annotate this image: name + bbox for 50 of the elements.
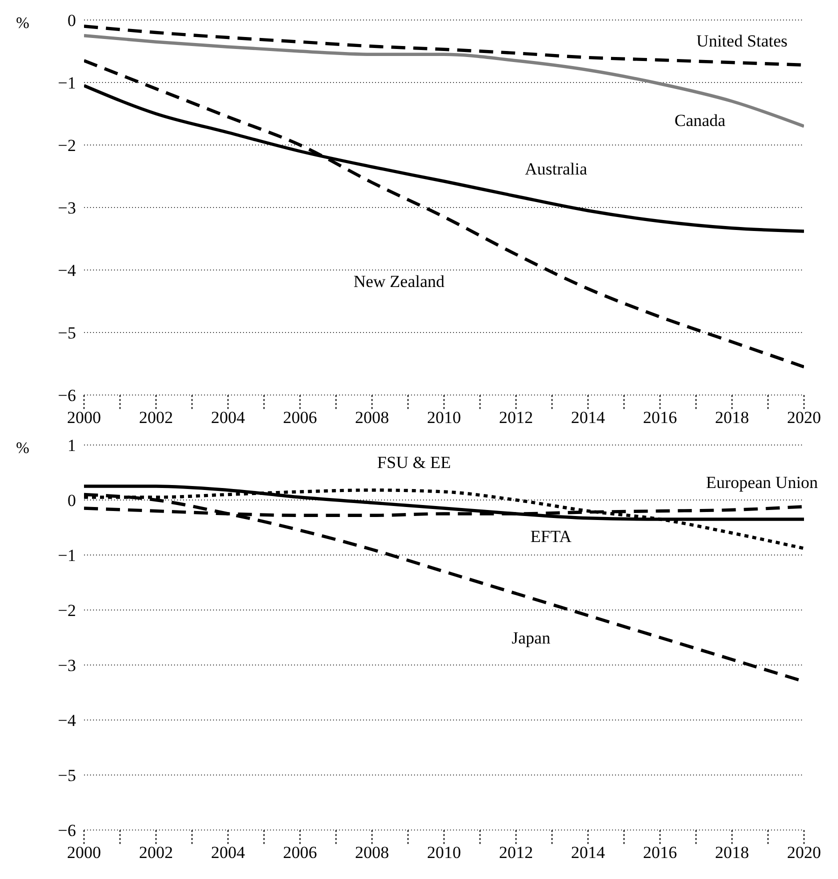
y-tick-label: −5: [58, 766, 76, 786]
x-tick-label: 2002: [139, 843, 173, 862]
y-tick-label: −1: [58, 74, 76, 93]
x-tick-label: 2020: [787, 843, 821, 862]
series-label: Canada: [674, 110, 726, 130]
y-tick-label: −6: [58, 821, 76, 840]
x-tick-label: 2002: [139, 408, 173, 428]
x-tick-label: 2004: [211, 408, 246, 428]
series-label: Japan: [512, 628, 551, 648]
x-tick-label: 2014: [571, 408, 606, 428]
line-series: [84, 59, 804, 368]
x-tick-label: 2006: [283, 843, 317, 862]
y-axis-title: %: [16, 440, 30, 457]
x-tick-label: 2010: [427, 408, 461, 428]
x-tick-label: 2016: [643, 408, 677, 428]
x-tick-label: 2016: [643, 843, 677, 862]
y-tick-label: −4: [58, 711, 76, 730]
y-tick-label: −2: [58, 136, 76, 156]
y-axis-title: %: [16, 15, 30, 32]
y-tick-label: −3: [58, 198, 76, 218]
x-tick-label: 2008: [355, 843, 389, 862]
y-tick-label: 0: [68, 491, 76, 510]
x-tick-label: 2018: [715, 408, 749, 428]
line-series: [84, 24, 804, 67]
y-tick-label: 1: [68, 436, 76, 456]
y-tick-label: −6: [58, 386, 76, 406]
series-label: European Union: [706, 472, 818, 492]
series-label: Australia: [524, 159, 588, 178]
y-tick-label: −4: [58, 261, 76, 280]
series-label: FSU & EE: [377, 452, 451, 472]
x-tick-label: 2012: [499, 843, 533, 862]
text: New Zealand: [353, 272, 446, 291]
y-tick-label: −3: [58, 656, 76, 676]
line-series: [84, 34, 804, 128]
x-tick-label: 2006: [283, 408, 317, 428]
series-label: EFTA: [530, 526, 572, 546]
y-tick-label: −1: [58, 546, 76, 566]
x-tick-label: 2018: [715, 843, 749, 862]
x-tick-label: 2000: [67, 843, 101, 862]
x-tick-label: 2008: [355, 408, 389, 428]
x-tick-label: 2010: [427, 843, 461, 862]
y-tick-label: 0: [68, 11, 76, 30]
x-tick-label: 2004: [211, 843, 246, 862]
x-tick-label: 2012: [499, 408, 533, 428]
x-tick-label: 2014: [571, 843, 606, 862]
x-tick-label: 2000: [67, 408, 101, 428]
x-tick-label: 2020: [787, 408, 821, 428]
y-tick-label: −5: [58, 324, 76, 343]
series-label: United States: [696, 32, 788, 50]
y-tick-label: −2: [58, 601, 76, 620]
